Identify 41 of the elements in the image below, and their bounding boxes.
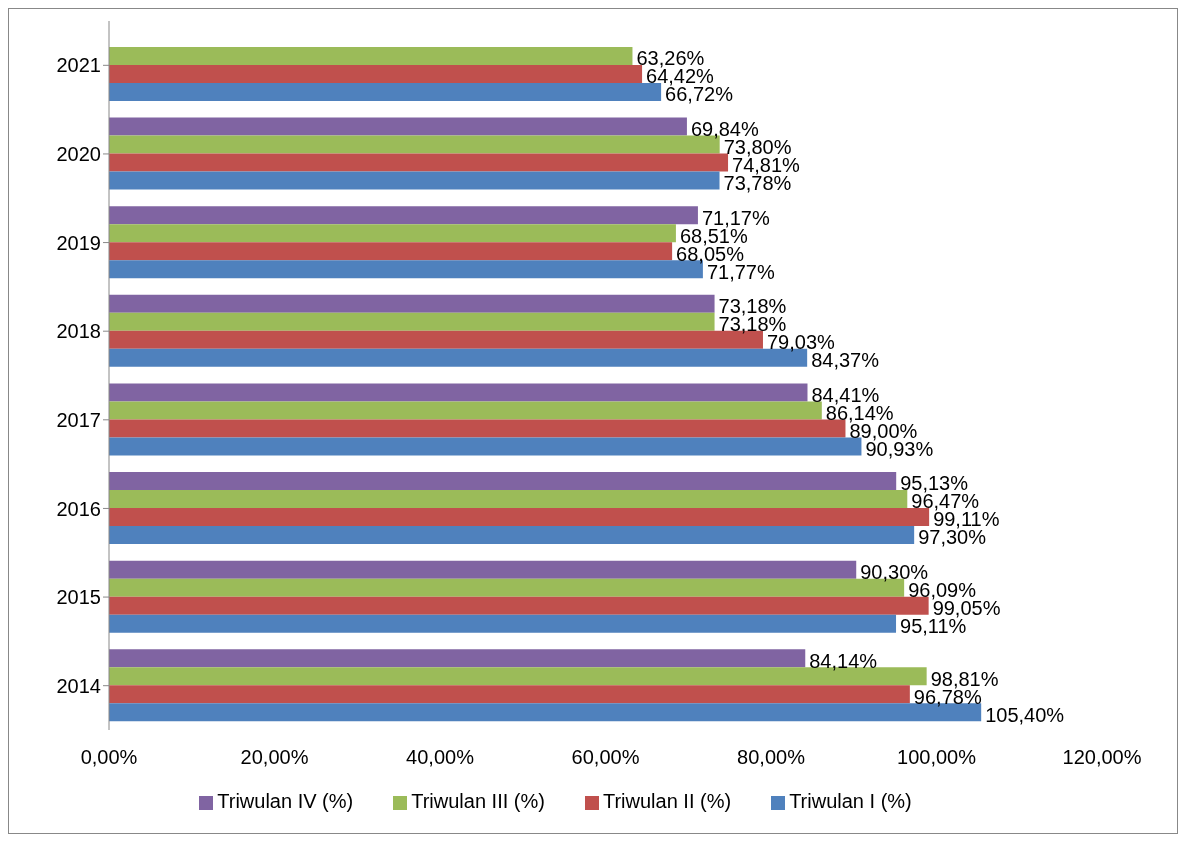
bar <box>109 472 897 491</box>
bar <box>109 383 808 402</box>
y-tick-label: 2020 <box>56 143 101 166</box>
x-tick-label: 40,00% <box>406 746 475 769</box>
data-label: 84,41% <box>811 383 880 406</box>
y-tick-label: 2015 <box>56 586 101 609</box>
x-tick-label: 20,00% <box>240 746 309 769</box>
legend-label: Triwulan IV (%) <box>217 790 354 812</box>
bar <box>109 46 633 65</box>
bar <box>109 312 715 331</box>
bar <box>109 171 720 190</box>
bar <box>109 685 910 704</box>
y-tick-label: 2021 <box>56 54 101 77</box>
y-tick-label: 2019 <box>56 231 101 254</box>
x-tick-label: 80,00% <box>737 746 806 769</box>
data-label: 71,77% <box>706 260 775 283</box>
data-label: 95,13% <box>900 472 969 495</box>
y-tick-label: 2017 <box>56 408 101 431</box>
bar <box>109 206 698 225</box>
data-label: 73,18% <box>718 295 787 318</box>
bar <box>109 294 715 313</box>
bar <box>109 526 915 545</box>
legend-label: Triwulan II (%) <box>602 790 732 812</box>
legend-label: Triwulan III (%) <box>411 790 545 812</box>
data-label: 105,40% <box>985 703 1065 726</box>
bar <box>109 242 673 261</box>
bar <box>109 560 857 579</box>
data-label: 84,14% <box>809 649 878 672</box>
bar <box>109 614 897 633</box>
data-label: 63,26% <box>636 47 705 70</box>
bar <box>109 224 676 243</box>
legend-label: Triwulan I (%) <box>789 790 912 812</box>
x-tick-label: 60,00% <box>571 746 640 769</box>
bar <box>109 117 687 136</box>
x-tick-label: 100,00% <box>897 746 977 769</box>
x-tick-label: 120,00% <box>1062 746 1142 769</box>
y-tick-label: 2014 <box>56 674 101 697</box>
y-tick-label: 2018 <box>56 320 101 343</box>
x-tick-label: 0,00% <box>80 746 138 769</box>
bar <box>109 649 806 668</box>
y-tick-label: 2016 <box>56 497 101 520</box>
